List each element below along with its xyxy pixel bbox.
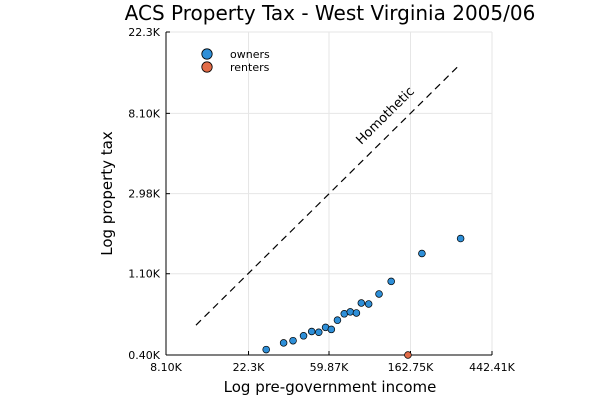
owners-point (346, 308, 355, 316)
legend-label-owners: owners (230, 48, 270, 61)
homothetic-line (195, 63, 462, 326)
x-tick-label: 59.87K (310, 361, 349, 374)
tick-layer: 8.10K 22.3K 59.87K 162.75K 442.41K 0.40K 1.10K… (128, 26, 515, 374)
owners-point (299, 332, 308, 340)
owners-point (262, 345, 270, 354)
x-tick-label: 22.3K (233, 361, 265, 374)
x-tick-label: 8.10K (150, 361, 182, 374)
legend-marker-owners (201, 48, 213, 60)
chart-title: ACS Property Tax - West Virginia 2005/06 (125, 1, 536, 25)
owners-point (375, 290, 383, 298)
owners-point (279, 339, 288, 347)
y-tick-label: 8.10K (128, 107, 160, 120)
owners-point (418, 249, 426, 258)
point-layer (262, 234, 465, 359)
renters-point (404, 351, 412, 359)
y-tick-label: 2.98K (128, 188, 160, 201)
owners-point (327, 325, 336, 334)
y-tick-label: 0.40K (128, 349, 160, 362)
legend-marker-renters (201, 61, 213, 73)
owners-point (289, 336, 297, 345)
y-tick-label: 22.3K (128, 26, 160, 39)
owners-point (357, 299, 366, 307)
owners-point (456, 234, 465, 243)
y-axis-label: Log property tax (98, 131, 116, 256)
x-tick-label: 162.75K (388, 361, 434, 374)
y-tick-label: 1.10K (128, 268, 160, 281)
owners-point (352, 309, 361, 317)
owners-point (307, 327, 316, 336)
owners-point (333, 316, 342, 324)
x-tick-label: 442.41K (469, 361, 515, 374)
reference-layer (195, 63, 462, 326)
legend-label-renters: renters (230, 61, 270, 74)
owners-point (315, 328, 323, 336)
owners-point (387, 277, 395, 286)
x-axis-label: Log pre-government income (224, 378, 437, 396)
owners-point (364, 300, 373, 308)
